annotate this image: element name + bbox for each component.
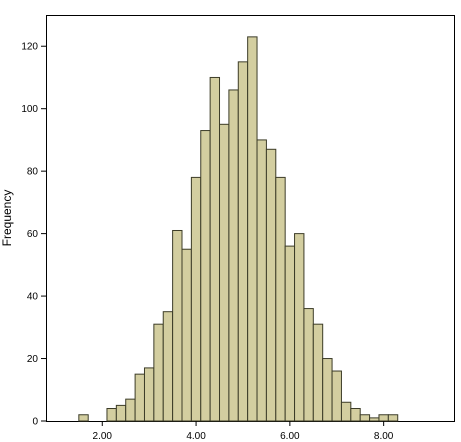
- histogram-bar: [303, 308, 314, 422]
- histogram-bar: [265, 148, 277, 422]
- histogram-bar: [209, 76, 221, 422]
- histogram-bar: [228, 89, 239, 422]
- y-tick-label: 60: [27, 229, 39, 240]
- x-tick-label: 6.00: [280, 431, 300, 442]
- y-axis: 0 20 40 60 80 100 120: [21, 42, 46, 428]
- y-tick-label: 40: [27, 292, 39, 303]
- histogram-bar: [256, 139, 267, 422]
- histogram-bar: [125, 398, 136, 422]
- histogram-bar: [378, 414, 389, 422]
- y-tick-label: 100: [21, 104, 38, 115]
- histogram-bar: [106, 408, 117, 422]
- histogram-bar: [143, 367, 155, 422]
- histogram-bar: [115, 404, 127, 422]
- histogram-bar: [331, 370, 342, 422]
- histogram-bar: [369, 417, 380, 422]
- histogram-bar: [190, 176, 202, 422]
- x-tick-label: 2.00: [93, 431, 113, 442]
- y-tick-label: 80: [27, 167, 39, 178]
- histogram-bar: [387, 414, 399, 422]
- histogram-bar: [247, 36, 258, 422]
- histogram-bar: [162, 311, 174, 422]
- histogram-bar: [275, 176, 286, 422]
- histogram-bar: [340, 401, 352, 422]
- histogram-bars: [78, 36, 399, 422]
- y-tick-label: 0: [32, 417, 38, 428]
- histogram-bar: [237, 61, 249, 422]
- histogram-bar: [200, 130, 211, 422]
- histogram-bar: [284, 245, 296, 422]
- histogram-bar: [350, 408, 361, 422]
- x-tick-label: 4.00: [186, 431, 206, 442]
- histogram-bar: [134, 373, 145, 422]
- histogram-bar: [181, 248, 192, 422]
- histogram-bar: [294, 233, 305, 422]
- histogram-bar: [219, 123, 230, 422]
- x-axis: 2.00 4.00 6.00 8.00: [93, 421, 394, 442]
- y-tick-label: 120: [21, 42, 38, 53]
- histogram-bar: [153, 323, 164, 422]
- histogram-bar: [78, 414, 89, 422]
- y-tick-label: 20: [27, 354, 39, 365]
- histogram-bar: [312, 323, 324, 422]
- histogram-bar: [172, 229, 183, 422]
- histogram-bar: [359, 414, 371, 422]
- x-tick-label: 8.00: [374, 431, 394, 442]
- histogram-bar: [322, 358, 333, 422]
- y-axis-title: Frequency: [0, 190, 14, 247]
